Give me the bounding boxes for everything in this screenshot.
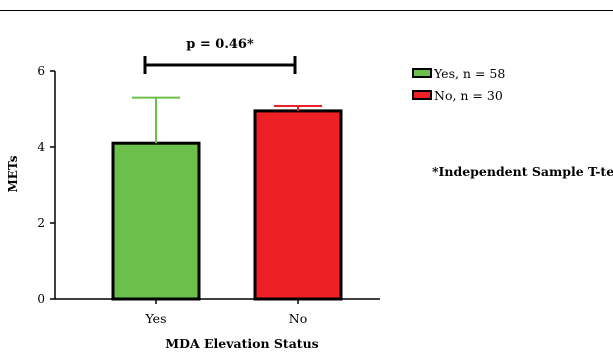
y-tick-label: 4 bbox=[37, 140, 45, 154]
x-tick-label-no: No bbox=[289, 311, 307, 326]
legend-label-no: No, n = 30 bbox=[434, 87, 503, 103]
legend-item-no: No, n = 30 bbox=[412, 87, 503, 103]
x-axis-label: MDA Elevation Status bbox=[165, 336, 319, 351]
legend-swatch-yes bbox=[412, 68, 432, 78]
bar-no bbox=[253, 109, 343, 301]
top-divider bbox=[0, 10, 613, 11]
legend-swatch-no bbox=[412, 90, 432, 100]
y-axis-label: METs bbox=[6, 155, 20, 193]
y-tick-label: 0 bbox=[37, 292, 45, 306]
legend-label-yes: Yes, n = 58 bbox=[434, 65, 506, 81]
test-footnote: *Independent Sample T-test bbox=[432, 164, 613, 179]
significance-annotation: p = 0.46* bbox=[186, 37, 254, 52]
y-tick-label: 2 bbox=[37, 216, 45, 230]
y-tick-label: 6 bbox=[37, 64, 45, 78]
x-tick-label-yes: Yes bbox=[145, 311, 167, 326]
bar-yes bbox=[111, 141, 201, 301]
legend-item-yes: Yes, n = 58 bbox=[412, 65, 506, 81]
